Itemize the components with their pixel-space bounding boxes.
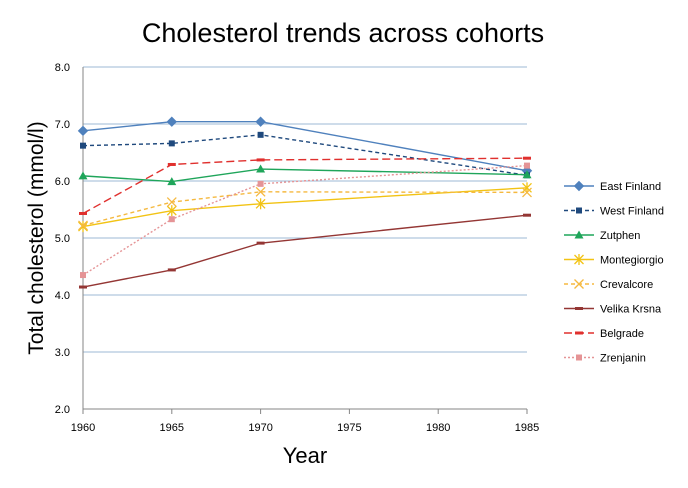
data-point-velika-krsna — [523, 213, 531, 217]
y-axis-title: Total cholesterol (mmol/l) — [25, 121, 48, 354]
y-tick-label: 5.0 — [55, 233, 70, 245]
data-point-east-finland — [166, 116, 178, 127]
series-layer — [77, 116, 533, 289]
series-line-montegiorgio — [82, 187, 528, 228]
legend-marker — [575, 307, 583, 310]
data-point-velika-krsna — [167, 268, 176, 272]
legend-item-zrenjanin: Zrenjanin — [564, 353, 646, 365]
legend-label: Montegiorgio — [600, 255, 664, 267]
x-axis-title: Year — [283, 443, 327, 468]
series-line-crevalcore — [82, 191, 528, 227]
series-line-zrenjanin — [82, 164, 528, 276]
data-point-velika-krsna — [79, 285, 87, 289]
y-tick-label: 6.0 — [55, 176, 70, 188]
x-tick-label: 1960 — [71, 422, 95, 434]
legend-item-zutphen: Zutphen — [564, 230, 640, 242]
series-east-finland — [77, 116, 533, 176]
legend-label: Zrenjanin — [600, 353, 646, 365]
series-line-zutphen — [82, 168, 528, 183]
data-point-zutphen — [522, 170, 532, 179]
legend-item-west-finland: West Finland — [564, 206, 664, 218]
data-point-zrenjanin — [80, 272, 86, 279]
series-west-finland — [80, 131, 530, 179]
legend-item-montegiorgio: Montegiorgio — [564, 254, 664, 267]
x-tick-label: 1975 — [337, 422, 361, 434]
chart-title: Cholesterol trends across cohorts — [142, 18, 544, 48]
legend-marker — [573, 180, 585, 192]
series-line-velika-krsna — [82, 214, 528, 288]
data-point-montegiorgio — [78, 221, 88, 233]
data-point-crevalcore — [255, 186, 266, 197]
data-point-west-finland — [168, 140, 175, 147]
data-point-east-finland — [255, 116, 266, 127]
axes — [82, 67, 528, 414]
y-tick-label: 3.0 — [55, 347, 70, 359]
x-tick-label: 1985 — [515, 422, 539, 434]
data-point-montegiorgio — [255, 198, 266, 210]
data-point-belgrade — [79, 211, 87, 215]
legend-label: Velika Krsna — [600, 304, 662, 316]
series-line-belgrade — [82, 157, 528, 215]
data-point-belgrade — [523, 156, 531, 160]
x-tick-label: 1965 — [160, 422, 184, 434]
legend-label: West Finland — [600, 206, 664, 218]
series-crevalcore — [78, 186, 532, 231]
series-zrenjanin — [80, 162, 530, 279]
data-point-west-finland — [80, 142, 86, 149]
x-tick-label: 1970 — [248, 422, 272, 434]
data-point-crevalcore — [78, 220, 88, 231]
series-belgrade — [79, 156, 531, 215]
data-point-west-finland — [257, 131, 264, 138]
legend-label: Crevalcore — [600, 279, 653, 291]
legend-item-belgrade: Belgrade — [564, 328, 644, 340]
y-tick-labels: 2.0 3.0 4.0 5.0 6.0 7.0 8.0 — [55, 62, 70, 416]
legend-label: East Finland — [600, 181, 661, 193]
legend-marker — [574, 230, 584, 239]
series-line-west-finland — [82, 134, 528, 176]
legend-label: Belgrade — [600, 328, 644, 340]
legend-marker — [575, 331, 583, 335]
legend: East Finland West Finland Zutphen Montegior… — [564, 180, 664, 365]
legend-item-east-finland: East Finland — [564, 180, 661, 193]
data-point-zutphen — [167, 177, 177, 186]
data-point-east-finland — [77, 125, 89, 137]
data-point-zrenjanin — [257, 180, 264, 187]
legend-label: Zutphen — [600, 230, 640, 242]
y-tick-label: 2.0 — [55, 404, 70, 416]
legend-marker — [574, 254, 584, 265]
legend-marker — [576, 207, 582, 214]
y-tick-label: 8.0 — [55, 62, 70, 74]
data-point-belgrade — [256, 158, 265, 162]
series-montegiorgio — [78, 182, 532, 233]
data-point-zrenjanin — [168, 216, 175, 223]
data-point-belgrade — [167, 162, 176, 166]
data-point-montegiorgio — [166, 205, 177, 217]
data-point-crevalcore — [166, 197, 177, 208]
legend-marker — [574, 279, 584, 289]
legend-item-crevalcore: Crevalcore — [564, 279, 653, 291]
series-velika-krsna — [79, 213, 531, 289]
y-tick-label: 7.0 — [55, 119, 70, 131]
y-tick-label: 4.0 — [55, 290, 70, 302]
series-line-east-finland — [82, 121, 528, 172]
data-point-zutphen — [78, 171, 88, 180]
data-point-crevalcore — [522, 187, 532, 198]
legend-marker — [576, 354, 582, 361]
data-point-zutphen — [256, 164, 266, 173]
x-tick-label: 1980 — [426, 422, 450, 434]
legend-item-velika-krsna: Velika Krsna — [564, 304, 662, 316]
data-point-zrenjanin — [524, 162, 530, 169]
series-zutphen — [78, 164, 532, 186]
x-tick-labels: 1960 1965 1970 1975 1980 1985 — [71, 422, 539, 434]
data-point-velika-krsna — [256, 241, 265, 245]
